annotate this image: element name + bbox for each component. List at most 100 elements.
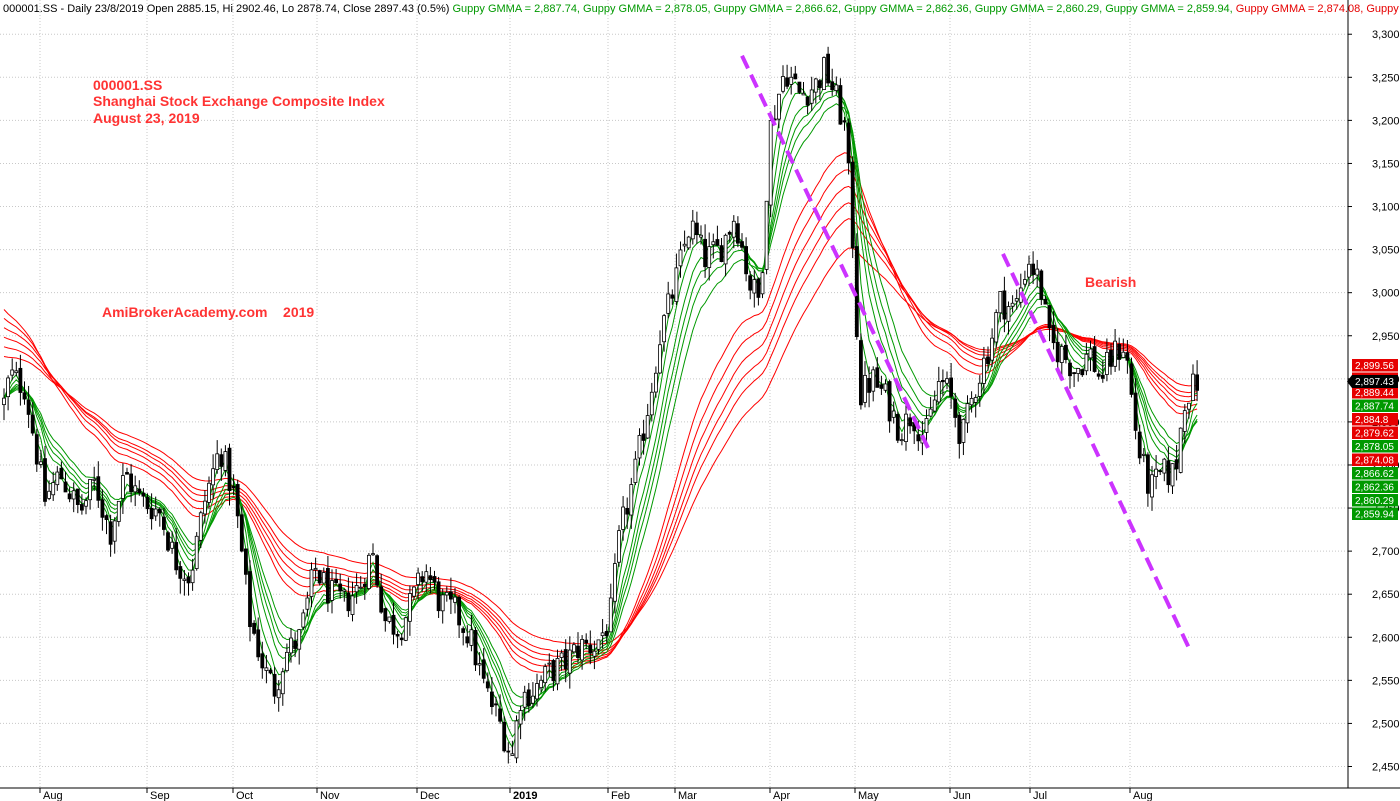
- candle-body: [850, 161, 855, 249]
- candle-body: [608, 597, 613, 633]
- value-tag-label: 2,899.56: [1355, 361, 1394, 372]
- candle-body: [522, 691, 527, 708]
- candle-body: [859, 340, 863, 406]
- candle-body: [1129, 363, 1134, 395]
- candle-body: [116, 500, 121, 522]
- candle-body: [293, 640, 298, 649]
- candle-body: [1166, 460, 1171, 486]
- candle-body: [1064, 344, 1068, 360]
- value-tag-label: 2,874.08: [1355, 456, 1394, 467]
- candle-body: [904, 413, 908, 442]
- candle-body: [539, 679, 543, 689]
- annotation-bearish: Bearish: [1085, 274, 1136, 290]
- candle-body: [166, 532, 170, 551]
- candle-body: [26, 399, 31, 415]
- candle-body: [1162, 458, 1167, 474]
- candle-body: [1105, 351, 1109, 375]
- candle-body: [625, 507, 630, 515]
- candle-body: [559, 652, 564, 658]
- candle-body: [789, 76, 794, 85]
- candle-body: [125, 472, 129, 475]
- candle-body: [969, 398, 974, 406]
- candle-body: [1109, 349, 1113, 367]
- candle-body: [18, 367, 23, 393]
- candle-body: [301, 612, 306, 628]
- candle-body: [1158, 470, 1163, 473]
- last-close-tag: [1347, 375, 1398, 389]
- candle-body: [100, 499, 105, 518]
- candle-body: [252, 622, 257, 634]
- candle-body: [67, 493, 72, 500]
- candle-body: [895, 413, 900, 441]
- candle-body: [928, 408, 933, 417]
- candle-body: [104, 515, 109, 520]
- candle-body: [777, 93, 781, 120]
- candle-body: [1137, 431, 1142, 459]
- candle-body: [47, 490, 51, 499]
- candle-body: [256, 629, 261, 658]
- annotation-watermark: AmiBrokerAcademy.com 2019: [102, 304, 314, 320]
- candle-body: [63, 481, 68, 493]
- y-tick-label: 3,250: [1372, 72, 1400, 84]
- candle-body: [416, 572, 421, 586]
- candle-body: [170, 541, 175, 549]
- candle-body: [916, 434, 921, 442]
- header-indicator: Guppy GMMA = 2,874.08,: [1233, 3, 1364, 15]
- candle-body: [391, 614, 396, 635]
- candle-body: [6, 377, 10, 398]
- candle-body: [1113, 340, 1117, 367]
- candle-body: [1027, 263, 1031, 278]
- candle-body: [211, 468, 216, 486]
- candle-body: [781, 76, 785, 92]
- candle-body: [1080, 369, 1085, 376]
- candle-body: [531, 695, 535, 704]
- x-tick-label: Feb: [611, 790, 630, 801]
- candle-body: [10, 369, 15, 376]
- value-tag: [1352, 453, 1398, 466]
- candle-body: [268, 669, 273, 674]
- trendline: [740, 54, 932, 453]
- candle-body: [39, 461, 43, 465]
- x-tick-label: Dec: [420, 790, 440, 801]
- chart-header: 000001.SS - Daily 23/8/2019 Open 2885.15…: [3, 3, 1400, 15]
- candle-body: [1182, 410, 1187, 432]
- candle-body: [764, 200, 769, 270]
- candle-body: [1154, 468, 1158, 477]
- candle-body: [215, 453, 220, 470]
- candle-body: [1191, 373, 1195, 401]
- candle-body: [1178, 427, 1183, 473]
- candle-body: [354, 585, 359, 593]
- value-tag-label: 2,860.29: [1355, 496, 1394, 507]
- candle-body: [465, 636, 470, 644]
- candle-body: [375, 555, 380, 586]
- candle-body: [592, 650, 597, 657]
- candle-body: [1084, 353, 1089, 372]
- candle-body: [941, 380, 945, 383]
- short-gmma-lines: [3, 71, 1198, 749]
- candle-body: [822, 57, 826, 91]
- value-tag: [1352, 399, 1398, 412]
- candle-body: [1055, 341, 1060, 363]
- candle-body: [727, 231, 732, 235]
- candle-body: [1047, 305, 1052, 329]
- candle-body: [1072, 372, 1076, 375]
- candle-body: [14, 370, 19, 374]
- candle-body: [879, 384, 884, 389]
- x-tick-label: 2019: [513, 790, 537, 801]
- candle-body: [567, 649, 572, 674]
- candle-body: [842, 120, 847, 123]
- candle-body: [809, 89, 814, 104]
- candle-body: [649, 391, 654, 416]
- value-tags: 2,899.562,893.472,889.442,887.742,884.82…: [1347, 359, 1398, 521]
- candle-body: [1014, 298, 1019, 302]
- candle-body: [182, 578, 187, 581]
- candle-body: [551, 660, 556, 682]
- header-indicator: Guppy GMMA = 2,887.74,: [453, 3, 581, 15]
- candle-body: [621, 506, 625, 530]
- candle-body: [641, 433, 646, 441]
- candle-body: [96, 476, 101, 501]
- candle-body: [489, 691, 494, 707]
- candle-body: [157, 508, 162, 514]
- candle-body: [805, 96, 810, 106]
